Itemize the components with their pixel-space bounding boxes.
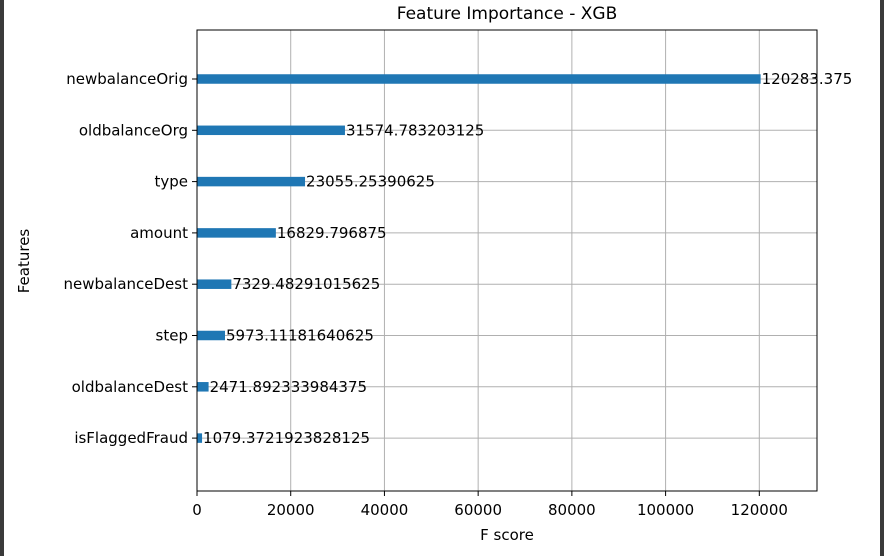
plot-frame [196, 29, 818, 492]
bar-value-label: 5973.11181640625 [226, 327, 374, 345]
y-axis-label: Features [15, 229, 33, 294]
y-tick-label: type [154, 173, 188, 191]
bar [197, 125, 345, 136]
bar [197, 176, 306, 187]
y-tick-label: step [156, 327, 188, 345]
chart-title: Feature Importance - XGB [397, 4, 618, 24]
bar [197, 74, 761, 84]
x-tick-label: 80000 [548, 501, 596, 519]
bar-value-label: 2471.892333984375 [210, 378, 367, 396]
y-tick-label: newbalanceDest [63, 275, 188, 293]
bar-value-label: 31574.783203125 [346, 121, 484, 139]
y-tick-label: newbalanceOrig [66, 70, 188, 88]
bars-layer [197, 74, 761, 443]
y-tick-label: isFlaggedFraud [74, 429, 188, 447]
bar [197, 382, 209, 392]
bar [197, 279, 232, 289]
bar-value-label: 1079.3721923828125 [203, 429, 370, 447]
ticks-layer [192, 78, 760, 496]
window-border-right [880, 0, 884, 556]
bar-value-label: 7329.48291015625 [232, 275, 380, 293]
bar [197, 228, 276, 238]
x-tick-label: 120000 [731, 501, 788, 519]
x-tick-label: 40000 [361, 501, 409, 519]
bar-value-label: 23055.25390625 [306, 173, 435, 191]
labels-layer: 0 20000 40000 60000 80000 100000 120000 newbala… [63, 70, 852, 519]
y-tick-label: oldbalanceDest [72, 378, 189, 396]
y-tick-label: oldbalanceOrg [79, 121, 188, 139]
x-tick-label: 100000 [637, 501, 694, 519]
y-tick-label: amount [130, 224, 188, 242]
bar [197, 433, 203, 443]
grid-layer [196, 30, 817, 491]
x-tick-label: 60000 [454, 501, 502, 519]
x-tick-label: 20000 [267, 501, 315, 519]
bar-value-label: 16829.796875 [277, 224, 387, 242]
x-axis-label: F score [480, 526, 534, 544]
bar [197, 330, 225, 341]
bar-value-label: 120283.375 [762, 70, 853, 88]
x-tick-label: 0 [192, 501, 202, 519]
window-border-left [0, 0, 4, 556]
